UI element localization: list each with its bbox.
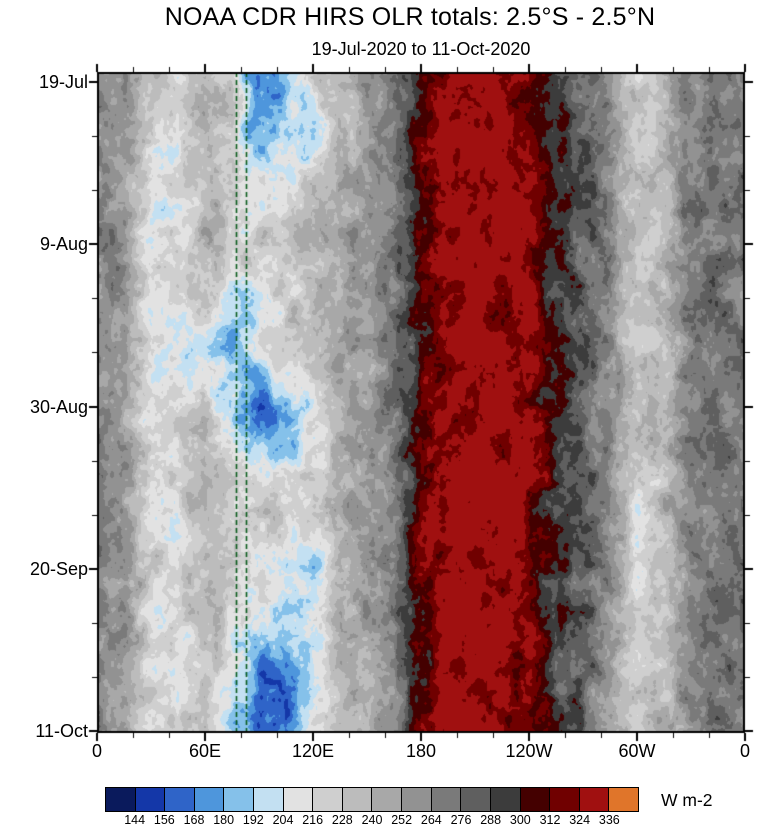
colorbar-labels: 144 156 168 180 192 204 216 228 240 252 264 276 288 3… [105, 813, 639, 829]
colorbar-swatch [194, 788, 225, 811]
colorbar-tick-label: 168 [183, 813, 205, 827]
colorbar-tick-label: 216 [302, 813, 324, 827]
colorbar-tick-label: 336 [598, 813, 620, 827]
colorbar-tick-label: 240 [361, 813, 383, 827]
colorbar-units-label: W m-2 [661, 790, 713, 810]
colorbar-tick-label: 228 [331, 813, 353, 827]
x-tick-label: 60W [618, 741, 656, 761]
colorbar-swatch [490, 788, 521, 811]
colorbar-tick-label: 312 [539, 813, 561, 827]
colorbar-swatch [402, 788, 432, 811]
colorbar-tick-label: 252 [391, 813, 413, 827]
colorbar-tick-label: 204 [272, 813, 294, 827]
chart-subtitle: 19-Jul-2020 to 11-Oct-2020 [311, 39, 531, 59]
colorbar-swatch [106, 788, 136, 811]
colorbar-swatch [372, 788, 403, 811]
colorbar-swatch [461, 788, 491, 811]
colorbar-swatch [135, 788, 166, 811]
colorbar-tick-label: 264 [420, 813, 442, 827]
colorbar-swatch [224, 788, 255, 811]
chart-title: NOAA CDR HIRS OLR totals: 2.5°S - 2.5°N [164, 3, 656, 31]
colorbar-tick-label: 156 [153, 813, 175, 827]
colorbar-swatch [579, 788, 610, 811]
colorbar-swatch [254, 788, 284, 811]
y-tick-label: 30-Aug [29, 396, 88, 417]
colorbar-swatch [342, 788, 373, 811]
x-tick-label: 60E [188, 741, 222, 761]
colorbar-tick-label: 276 [450, 813, 472, 827]
y-tick-label: 19-Jul [38, 72, 88, 92]
colorbar-tick-label: 300 [509, 813, 531, 827]
x-tick-label: 120W [505, 741, 553, 761]
colorbar-tick-label: 324 [569, 813, 591, 827]
colorbar-swatch [313, 788, 343, 811]
colorbar-tick-label: 288 [480, 813, 502, 827]
y-tick-label: 9-Aug [39, 234, 88, 255]
x-tick-label: 0 [91, 741, 102, 761]
colorbar-swatch [520, 788, 551, 811]
x-tick-label: 0 [739, 741, 750, 761]
x-tick-label: 120E [291, 741, 335, 761]
colorbar [105, 787, 639, 812]
colorbar-swatch [609, 788, 638, 811]
colorbar-tick-label: 144 [124, 813, 146, 827]
colorbar-swatch [431, 788, 462, 811]
y-tick-label: 20-Sep [29, 558, 88, 579]
x-tick-label: 180 [405, 741, 437, 761]
y-tick-label: 11-Oct [35, 721, 88, 741]
colorbar-tick-label: 192 [242, 813, 264, 827]
colorbar-swatch [165, 788, 195, 811]
colorbar-swatch [550, 788, 580, 811]
colorbar-tick-label: 180 [213, 813, 235, 827]
colorbar-swatch [283, 788, 314, 811]
